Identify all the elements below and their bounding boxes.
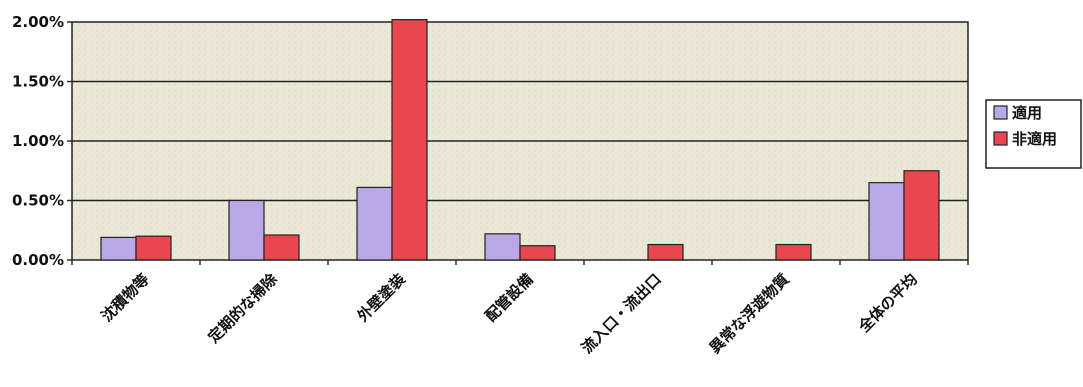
category-label: 沈積物等 <box>98 270 153 325</box>
y-axis-ticks: 0.00% 0.50% 1.00% 1.50% 2.00% <box>12 13 72 269</box>
bar-not-applied <box>775 243 812 261</box>
bar-applied <box>484 233 521 261</box>
bar-not-applied <box>903 170 940 261</box>
y-tick-label: 1.50% <box>12 73 64 91</box>
bar-not-applied <box>391 19 428 261</box>
bar-not-applied <box>519 245 556 261</box>
y-tick-label: 1.00% <box>12 132 64 150</box>
category-label: 全体の平均 <box>854 270 920 336</box>
legend-swatch <box>993 131 1008 146</box>
bar-applied <box>356 186 393 261</box>
x-axis-ticks <box>71 260 969 265</box>
category-labels: 沈積物等 定期的な掃除 外壁塗装 配管設備 流入口・流出口 異常な浮遊物質 全体の平均 <box>98 269 921 357</box>
y-tick-label: 0.00% <box>12 251 64 269</box>
category-label: 配管設備 <box>482 270 537 325</box>
y-tick-label: 2.00% <box>12 13 64 31</box>
legend-label: 非適用 <box>1012 130 1057 148</box>
category-label: 定期的な掃除 <box>204 269 281 346</box>
bar-applied <box>100 236 137 261</box>
bar-applied <box>228 199 265 261</box>
bar-not-applied <box>647 243 684 261</box>
category-label: 流入口・流出口 <box>578 270 665 357</box>
bar-not-applied <box>135 235 172 261</box>
category-label: 外壁塗装 <box>353 269 410 326</box>
bar-applied <box>868 182 905 261</box>
gridlines <box>72 80 968 202</box>
bar-not-applied <box>263 234 300 261</box>
y-tick-label: 0.50% <box>12 192 64 210</box>
legend-label: 適用 <box>1012 104 1042 122</box>
bars <box>100 19 940 261</box>
legend-swatch <box>993 105 1008 120</box>
category-label: 異常な浮遊物質 <box>706 270 793 357</box>
